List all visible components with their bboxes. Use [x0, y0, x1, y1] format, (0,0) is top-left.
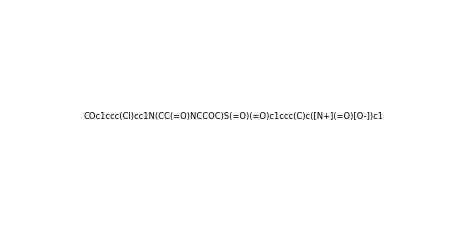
Text: COc1ccc(Cl)cc1N(CC(=O)NCCOC)S(=O)(=O)c1ccc(C)c([N+](=O)[O-])c1: COc1ccc(Cl)cc1N(CC(=O)NCCOC)S(=O)(=O)c1c…: [83, 113, 383, 121]
